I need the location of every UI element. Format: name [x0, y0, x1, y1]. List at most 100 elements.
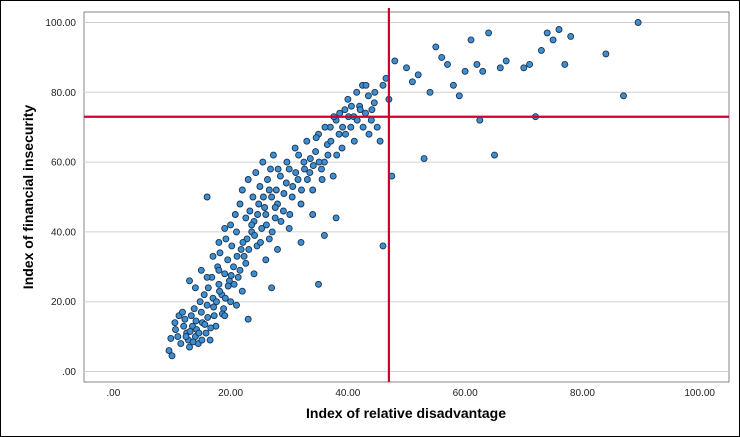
- scatter-point: [227, 272, 235, 279]
- scatter-point: [230, 263, 237, 271]
- scatter-point: [202, 329, 210, 337]
- scatter-point: [291, 144, 299, 152]
- scatter-point: [195, 329, 203, 337]
- scatter-point: [280, 190, 288, 197]
- scatter-point: [292, 169, 300, 177]
- scatter-point: [356, 106, 364, 114]
- scatter-point: [228, 242, 236, 250]
- scatter-point: [297, 238, 305, 246]
- scatter-point: [426, 88, 434, 96]
- scatter-point: [467, 36, 475, 44]
- scatter-point: [371, 88, 379, 96]
- scatter-point: [268, 284, 276, 292]
- scatter-point: [347, 102, 355, 110]
- reference-lines: [84, 8, 729, 382]
- y-axis-ticks: .00 20.00 40.00 60.00 80.00 100.00: [45, 18, 76, 378]
- scatter-point: [432, 43, 440, 51]
- y-axis-title: Index of financial insecurity: [20, 105, 36, 290]
- scatter-point: [438, 53, 446, 61]
- scatter-point: [271, 204, 279, 211]
- scatter-point: [236, 266, 244, 274]
- scatter-point: [286, 211, 294, 218]
- scatter-point: [182, 333, 190, 341]
- scatter-point: [473, 60, 481, 68]
- scatter-point: [186, 327, 194, 335]
- scatter-point: [315, 280, 322, 288]
- scatter-point: [210, 312, 218, 320]
- scatter-point: [168, 352, 176, 360]
- y-tick-label: 20.00: [51, 297, 76, 308]
- scatter-point: [254, 211, 262, 218]
- scatter-point: [289, 183, 297, 190]
- gridlines: [84, 21, 729, 373]
- scatter-point: [206, 336, 214, 344]
- scatter-point: [224, 282, 232, 290]
- scatter-point: [244, 176, 252, 183]
- scatter-point: [327, 137, 335, 145]
- y-tick-label: .00: [62, 367, 76, 378]
- scatter-point: [285, 224, 293, 232]
- scatter-point: [309, 211, 317, 218]
- scatter-point: [476, 116, 484, 124]
- scatter-point: [238, 186, 246, 194]
- scatter-point: [259, 193, 267, 201]
- scatter-point: [567, 32, 575, 40]
- scatter-point: [408, 78, 416, 86]
- scatter-point: [306, 169, 314, 177]
- scatter-point: [234, 273, 242, 281]
- scatter-point: [191, 284, 199, 292]
- y-tick-label: 60.00: [51, 158, 76, 169]
- scatter-point: [216, 287, 223, 295]
- scatter-point: [350, 137, 358, 145]
- scatter-point: [391, 57, 399, 65]
- scatter-point: [420, 155, 428, 163]
- scatter-point: [213, 298, 220, 306]
- scatter-point: [379, 81, 387, 89]
- scatter-point: [309, 162, 317, 170]
- scatter-point: [267, 165, 274, 173]
- scatter-point: [203, 301, 211, 309]
- scatter-point: [335, 130, 343, 138]
- scatter-point: [201, 320, 209, 328]
- scatter-point: [376, 137, 384, 145]
- scatter-point: [239, 238, 247, 246]
- scatter-point: [261, 204, 269, 211]
- scatter-point: [174, 333, 182, 341]
- scatter-point: [333, 151, 341, 159]
- scatter-point: [207, 324, 215, 332]
- scatter-point: [338, 144, 346, 152]
- scatter-point: [167, 334, 175, 342]
- scatter-point: [233, 252, 241, 260]
- scatter-point: [347, 123, 355, 131]
- scatter-point: [283, 158, 291, 166]
- scatter-point: [264, 176, 271, 183]
- scatter-point: [231, 211, 239, 218]
- scatter-point: [221, 224, 229, 232]
- scatter-point: [370, 99, 378, 107]
- scatter-point: [279, 207, 287, 215]
- scatter-point: [245, 245, 253, 253]
- scatter-point: [444, 60, 451, 68]
- scatter-point: [379, 242, 387, 250]
- scatter-point: [268, 228, 276, 236]
- scatter-point: [240, 252, 248, 260]
- scatter-point: [543, 29, 551, 37]
- scatter-point: [277, 217, 285, 225]
- scatter-point: [203, 193, 211, 201]
- scatter-point: [485, 29, 493, 37]
- scatter-point: [520, 64, 528, 72]
- scatter-point: [367, 116, 375, 124]
- scatter-point: [242, 259, 250, 267]
- scatter-point: [339, 123, 347, 131]
- scatter-point: [318, 165, 325, 173]
- scatter-point: [297, 200, 305, 208]
- scatter-point: [403, 64, 410, 72]
- scatter-point: [210, 303, 218, 311]
- scatter-point: [479, 67, 487, 75]
- scatter-point: [203, 273, 211, 281]
- scatter-point: [362, 81, 370, 89]
- scatter-point: [368, 106, 376, 114]
- scatter-point: [373, 123, 381, 131]
- scatter-point: [216, 249, 224, 257]
